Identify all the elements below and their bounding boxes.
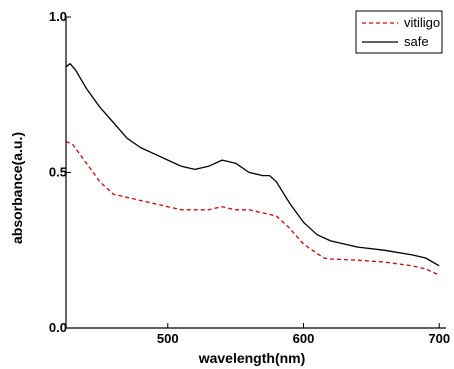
x-axis-title: wavelength(nm) <box>198 350 306 366</box>
x-tick-label: 500 <box>157 331 179 346</box>
y-tick-label: 1.0 <box>49 9 67 24</box>
y-tick-label: 0.5 <box>49 165 67 180</box>
axes: 500 600 700 0.0 0.5 1.0 <box>49 9 450 346</box>
legend-label-safe: safe <box>404 34 429 49</box>
x-tick-label: 600 <box>293 331 315 346</box>
y-tick-label: 0.0 <box>49 320 67 335</box>
series-lines <box>66 64 439 275</box>
x-tick-label: 700 <box>428 331 450 346</box>
series-line-vitiligo <box>66 141 439 275</box>
legend: vitiligo safe <box>356 11 442 53</box>
series-line-safe <box>66 64 439 266</box>
legend-label-vitiligo: vitiligo <box>404 15 440 30</box>
y-axis-title: absorbance(a.u.) <box>9 132 25 244</box>
